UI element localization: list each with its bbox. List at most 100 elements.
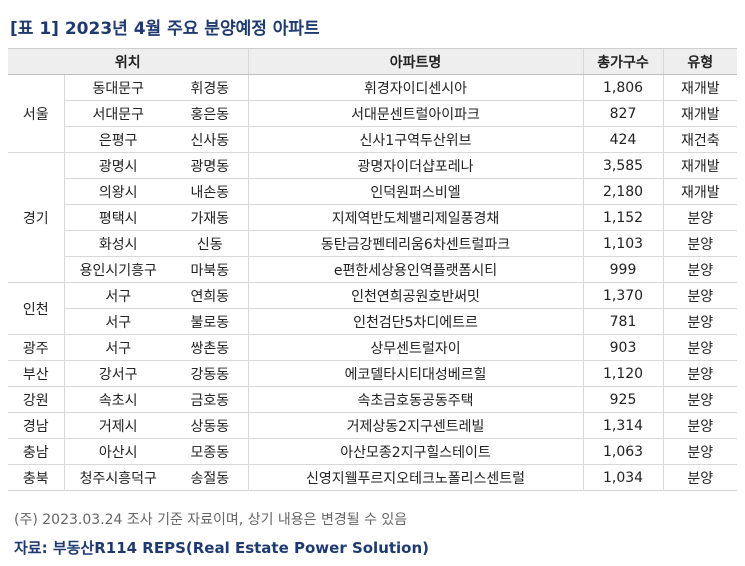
region-cell: 경남 — [8, 412, 64, 439]
header-apartment: 아파트명 — [247, 48, 584, 75]
type-cell: 재건축 — [662, 126, 738, 153]
type-cell: 재개발 — [662, 152, 738, 179]
units-cell: 1,806 — [582, 74, 664, 101]
type-cell: 분양 — [662, 230, 738, 257]
district-cell: 서구 — [63, 334, 172, 361]
table-row: 충북 청주시흥덕구 송절동 신영지웰푸르지오테크노폴리스센트럴 1,034 분양 — [8, 464, 738, 491]
dong-cell: 광명동 — [172, 152, 249, 179]
dong-cell: 강동동 — [172, 360, 249, 387]
apartment-name-cell: 휘경자이디센시아 — [247, 74, 584, 101]
apartment-name-cell: 상무센트럴자이 — [247, 334, 584, 361]
header-units: 총가구수 — [582, 48, 664, 75]
district-cell: 광명시 — [63, 152, 172, 179]
table-row: 충남 아산시 모종동 아산모종2지구힐스테이트 1,063 분양 — [8, 438, 738, 465]
dong-cell: 쌍촌동 — [172, 334, 249, 361]
district-cell: 동대문구 — [63, 74, 172, 101]
dong-cell: 불로동 — [172, 308, 249, 335]
apartment-name-cell: 아산모종2지구힐스테이트 — [247, 438, 584, 465]
table-row: 서대문구 홍은동 서대문센트럴아이파크 827 재개발 — [8, 100, 738, 127]
district-cell: 거제시 — [63, 412, 172, 439]
apartment-name-cell: 신사1구역두산위브 — [247, 126, 584, 153]
region-cell: 부산 — [8, 360, 64, 387]
table-row: 인천 서구 연희동 인천연희공원호반써밋 1,370 분양 — [8, 282, 738, 335]
apartment-name-cell: 속초금호동공동주택 — [247, 386, 584, 413]
units-cell: 1,063 — [582, 438, 664, 465]
type-cell: 분양 — [662, 412, 738, 439]
dong-cell: 신동 — [172, 230, 249, 257]
table-row: 서울 동대문구 휘경동 휘경자이디센시아 1,806 재개발 — [8, 74, 738, 153]
dong-cell: 내손동 — [172, 178, 249, 205]
district-cell: 서구 — [63, 308, 172, 335]
units-cell: 903 — [582, 334, 664, 361]
units-cell: 1,034 — [582, 464, 664, 491]
header-type: 유형 — [662, 48, 738, 75]
dong-cell: 휘경동 — [172, 74, 249, 101]
type-cell: 재개발 — [662, 100, 738, 127]
apartment-name-cell: 신영지웰푸르지오테크노폴리스센트럴 — [247, 464, 584, 491]
units-cell: 827 — [582, 100, 664, 127]
type-cell: 재개발 — [662, 178, 738, 205]
units-cell: 1,120 — [582, 360, 664, 387]
table-row: 의왕시 내손동 인덕원퍼스비엘 2,180 재개발 — [8, 178, 738, 205]
type-cell: 분양 — [662, 386, 738, 413]
type-cell: 분양 — [662, 438, 738, 465]
region-cell: 충북 — [8, 464, 64, 491]
units-cell: 1,370 — [582, 282, 664, 309]
table-row: 평택시 가재동 지제역반도체밸리제일풍경채 1,152 분양 — [8, 204, 738, 231]
dong-cell: 상동동 — [172, 412, 249, 439]
apartment-name-cell: 인천연희공원호반써밋 — [247, 282, 584, 309]
units-cell: 424 — [582, 126, 664, 153]
dong-cell: 마북동 — [172, 256, 249, 283]
apartment-name-cell: 인천검단5차디에트르 — [247, 308, 584, 335]
table-row: 서구 불로동 인천검단5차디에트르 781 분양 — [8, 308, 738, 335]
units-cell: 781 — [582, 308, 664, 335]
district-cell: 청주시흥덕구 — [63, 464, 172, 491]
table-body: 서울 동대문구 휘경동 휘경자이디센시아 1,806 재개발 서대문구 홍은동 서대문센트럴아이… — [8, 74, 738, 491]
table-row: 은평구 신사동 신사1구역두산위브 424 재건축 — [8, 126, 738, 153]
dong-cell: 모종동 — [172, 438, 249, 465]
units-cell: 3,585 — [582, 152, 664, 179]
district-cell: 화성시 — [63, 230, 172, 257]
district-cell: 의왕시 — [63, 178, 172, 205]
region-cell: 서울 — [8, 74, 64, 153]
table-header-row: 위치 아파트명 총가구수 유형 — [8, 48, 738, 75]
header-location: 위치 — [8, 48, 249, 75]
dong-cell: 송절동 — [172, 464, 249, 491]
district-cell: 은평구 — [63, 126, 172, 153]
dong-cell: 신사동 — [172, 126, 249, 153]
district-cell: 평택시 — [63, 204, 172, 231]
region-cell: 강원 — [8, 386, 64, 413]
dong-cell: 가재동 — [172, 204, 249, 231]
district-cell: 서구 — [63, 282, 172, 309]
units-cell: 1,152 — [582, 204, 664, 231]
apartment-name-cell: e편한세상용인역플랫폼시티 — [247, 256, 584, 283]
district-cell: 용인시기흥구 — [63, 256, 172, 283]
apartment-name-cell: 인덕원퍼스비엘 — [247, 178, 584, 205]
dong-cell: 연희동 — [172, 282, 249, 309]
type-cell: 분양 — [662, 282, 738, 309]
units-cell: 2,180 — [582, 178, 664, 205]
table-row: 화성시 신동 동탄금강펜테리움6차센트럴파크 1,103 분양 — [8, 230, 738, 257]
units-cell: 925 — [582, 386, 664, 413]
apartment-name-cell: 거제상동2지구센트레빌 — [247, 412, 584, 439]
district-cell: 아산시 — [63, 438, 172, 465]
table-row: 경기 광명시 광명동 광명자이더샵포레나 3,585 재개발 — [8, 152, 738, 283]
units-cell: 1,103 — [582, 230, 664, 257]
footnote: (주) 2023.03.24 조사 기준 자료이며, 상기 내용은 변경될 수 … — [14, 512, 408, 528]
district-cell: 서대문구 — [63, 100, 172, 127]
district-cell: 강서구 — [63, 360, 172, 387]
type-cell: 분양 — [662, 308, 738, 335]
apartment-name-cell: 에코델타시티대성베르힐 — [247, 360, 584, 387]
type-cell: 분양 — [662, 334, 738, 361]
units-cell: 1,314 — [582, 412, 664, 439]
source-credit: 자료: 부동산R114 REPS(Real Estate Power Solut… — [14, 539, 430, 557]
table-row: 경남 거제시 상동동 거제상동2지구센트레빌 1,314 분양 — [8, 412, 738, 439]
type-cell: 재개발 — [662, 74, 738, 101]
type-cell: 분양 — [662, 360, 738, 387]
table-row: 광주 서구 쌍촌동 상무센트럴자이 903 분양 — [8, 334, 738, 361]
table-row: 용인시기흥구 마북동 e편한세상용인역플랫폼시티 999 분양 — [8, 256, 738, 283]
units-cell: 999 — [582, 256, 664, 283]
table-row: 강원 속초시 금호동 속초금호동공동주택 925 분양 — [8, 386, 738, 413]
table-row: 부산 강서구 강동동 에코델타시티대성베르힐 1,120 분양 — [8, 360, 738, 387]
page-title: [표 1] 2023년 4월 주요 분양예정 아파트 — [10, 19, 320, 39]
